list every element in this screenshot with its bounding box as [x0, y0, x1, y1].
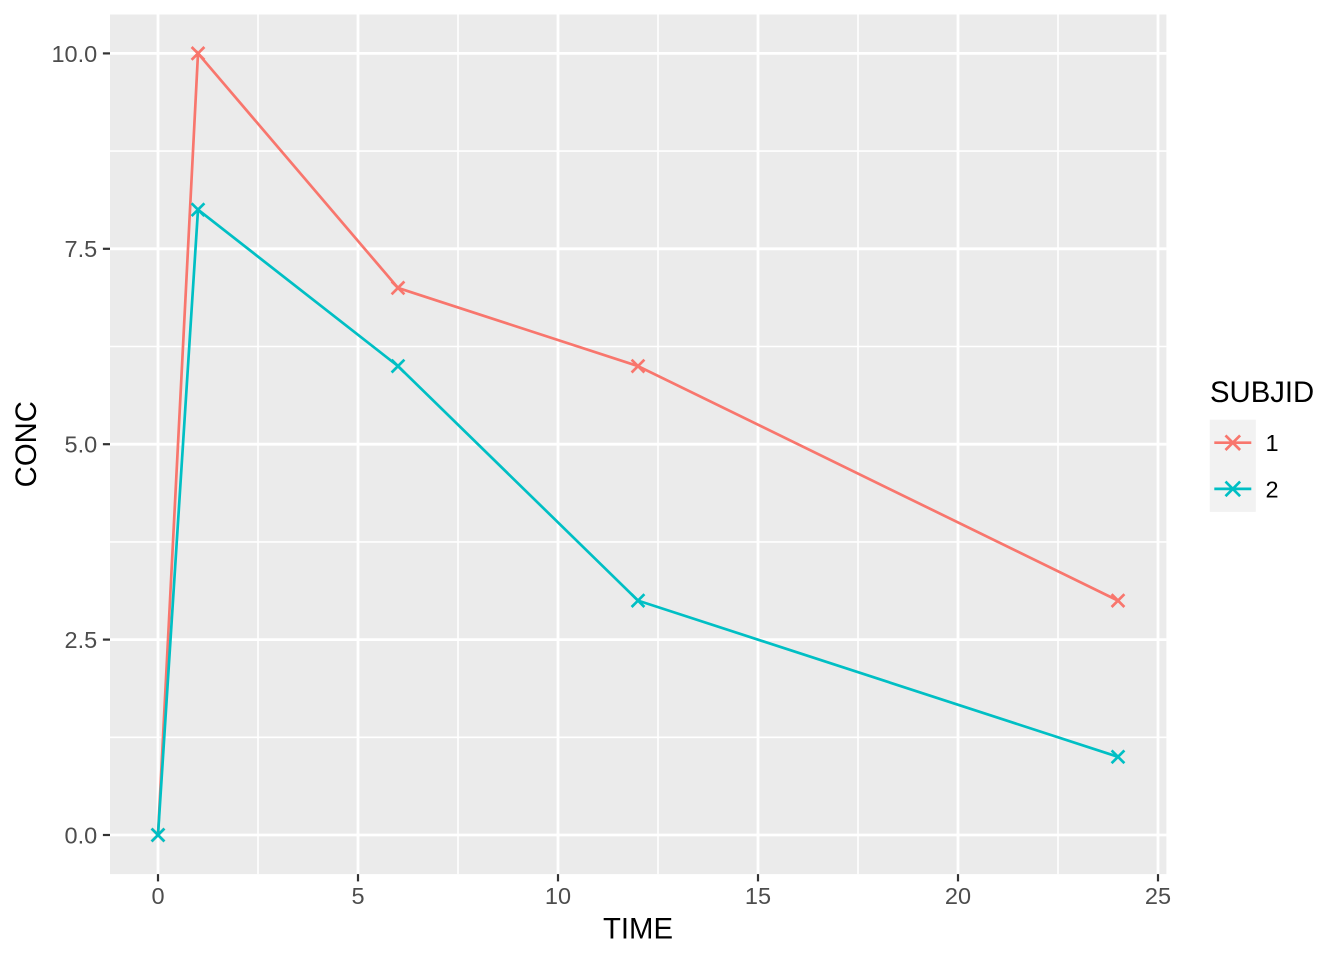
svg-text:10: 10	[545, 883, 571, 909]
svg-text:7.5: 7.5	[65, 236, 98, 262]
svg-text:2: 2	[1266, 476, 1279, 502]
svg-text:1: 1	[1266, 430, 1279, 456]
svg-text:SUBJID: SUBJID	[1210, 376, 1314, 409]
svg-text:20: 20	[945, 883, 971, 909]
svg-text:CONC: CONC	[10, 401, 43, 487]
svg-text:2.5: 2.5	[65, 627, 98, 653]
svg-text:15: 15	[745, 883, 771, 909]
svg-text:5: 5	[351, 883, 364, 909]
svg-text:0.0: 0.0	[65, 822, 98, 848]
svg-text:0: 0	[151, 883, 164, 909]
svg-text:5.0: 5.0	[65, 432, 98, 458]
svg-text:TIME: TIME	[603, 912, 673, 945]
svg-text:10.0: 10.0	[51, 41, 97, 67]
svg-text:25: 25	[1145, 883, 1171, 909]
